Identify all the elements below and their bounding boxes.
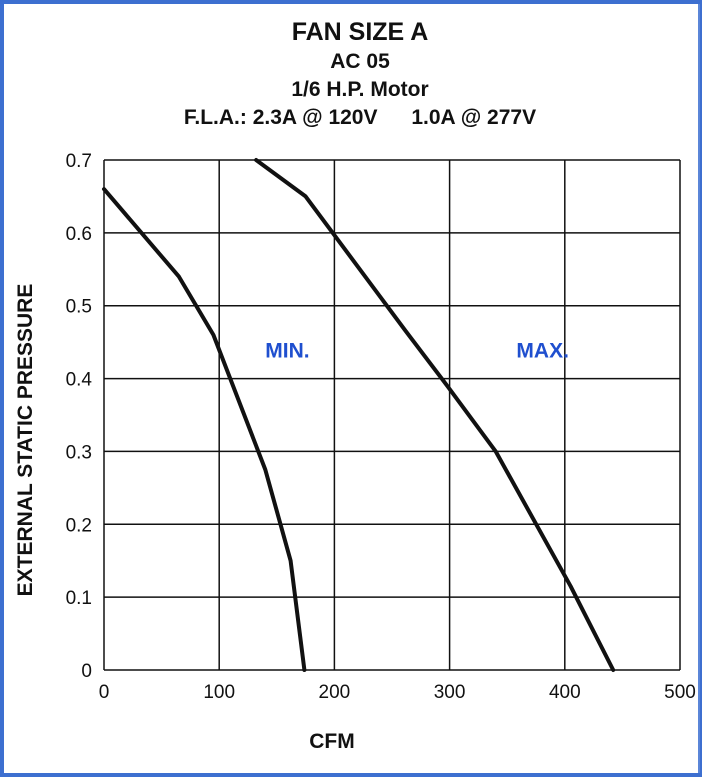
series-line-min xyxy=(102,187,307,672)
fla-120v: F.L.A.: 2.3A @ 120V xyxy=(183,106,378,129)
y-tick-label: 0.7 xyxy=(66,151,92,172)
chart-titles: FAN SIZE A AC 05 1/6 H.P. Motor F.L.A.: … xyxy=(0,16,702,132)
y-tick-label: 0 xyxy=(81,661,92,682)
x-tick-label: 200 xyxy=(319,682,351,703)
x-tick-label: 400 xyxy=(549,682,581,703)
x-tick-label: 100 xyxy=(203,682,235,703)
y-tick-label: 0.2 xyxy=(66,515,92,536)
x-axis-label: CFM xyxy=(309,730,355,753)
x-tick-label: 300 xyxy=(434,682,466,703)
y-tick-label: 0.1 xyxy=(66,588,92,609)
x-tick-label: 500 xyxy=(664,682,696,703)
y-tick-label: 0.5 xyxy=(66,297,92,318)
fla-line: F.L.A.: 2.3A @ 120V 1.0A @ 277V xyxy=(0,104,702,132)
y-axis-label: EXTERNAL STATIC PRESSURE xyxy=(14,283,37,597)
series-line-max xyxy=(254,158,616,672)
model-label: AC 05 xyxy=(330,50,390,73)
motor-label: 1/6 H.P. Motor xyxy=(291,78,429,101)
series-label-min: MIN. xyxy=(265,339,309,362)
chart-title: FAN SIZE A xyxy=(291,18,429,46)
y-tick-label: 0.6 xyxy=(66,224,92,245)
y-tick-label: 0.4 xyxy=(66,370,93,391)
x-tick-label: 0 xyxy=(99,682,110,703)
chart-panel xyxy=(4,4,700,773)
fla-277v: 1.0A @ 277V xyxy=(411,106,537,129)
series-label-max: MAX. xyxy=(516,339,569,362)
y-tick-label: 0.3 xyxy=(66,442,92,463)
